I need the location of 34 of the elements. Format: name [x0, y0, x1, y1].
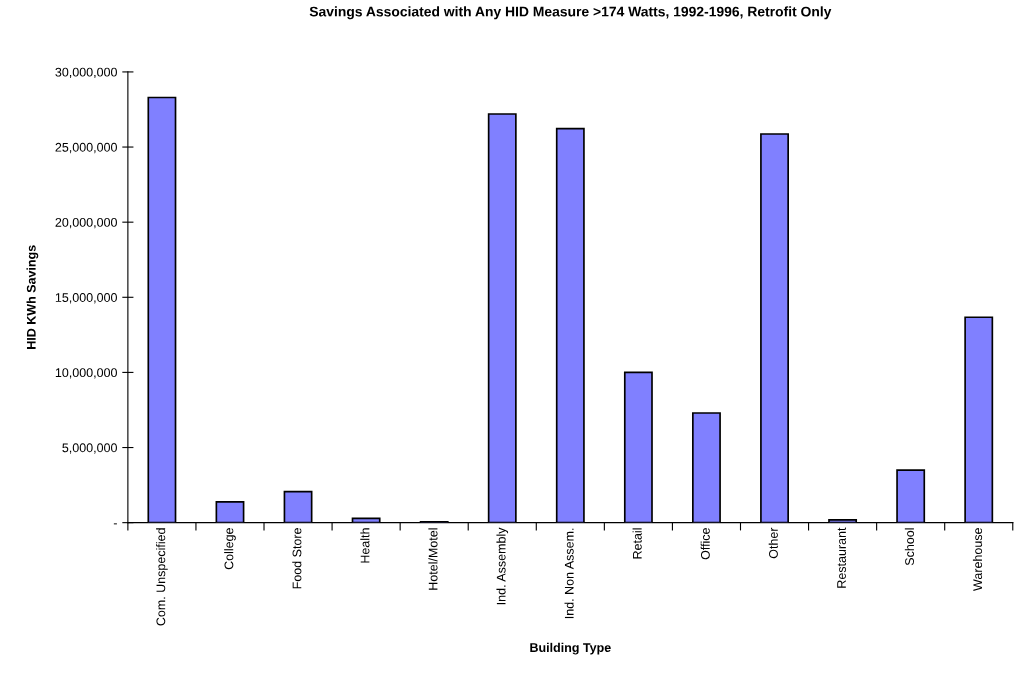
bar [623, 371, 653, 523]
y-axis-title: HID KWh Savings [26, 245, 39, 349]
y-tick-label: 5,000,000 [62, 443, 117, 454]
x-tick-label: Health [360, 528, 370, 563]
x-tick-label: Office [700, 528, 710, 560]
bar [351, 517, 381, 523]
chart-title: Savings Associated with Any HID Measure >174 Watts, 1992-1996, Retrofit Only [309, 6, 832, 20]
y-tick-label: 15,000,000 [55, 293, 117, 304]
y-tick-label: 30,000,000 [55, 67, 117, 79]
x-tick-label: Other [768, 527, 778, 559]
y-tick-label: 10,000,000 [55, 368, 117, 379]
bar [283, 490, 313, 523]
x-tick-label: Ind. Assembly [496, 527, 509, 605]
x-tick-label: School [904, 528, 915, 566]
y-tick-label: 20,000,000 [55, 217, 117, 229]
bar [487, 113, 517, 523]
bar [964, 316, 994, 523]
x-axis-title: Building Type [530, 642, 611, 655]
x-tick-label: Retail [632, 528, 642, 559]
bar [896, 469, 926, 523]
x-tick-label: College [224, 528, 236, 570]
bar [147, 96, 177, 523]
bar [692, 412, 721, 523]
bar [215, 501, 245, 523]
x-tick-label: Ind. Non Assem. [564, 528, 574, 619]
x-tick-label: Warehouse [972, 528, 983, 591]
y-tick-label: - [113, 523, 117, 525]
x-tick-label: Com. Unspecified [156, 528, 168, 626]
bar [555, 127, 585, 523]
x-tick-label: Food Store [292, 528, 302, 589]
bar [760, 133, 789, 523]
x-tick-label: Restaurant [837, 527, 846, 588]
y-tick-label: 25,000,000 [55, 142, 117, 154]
x-tick-label: Hotel/Motel [428, 528, 438, 590]
